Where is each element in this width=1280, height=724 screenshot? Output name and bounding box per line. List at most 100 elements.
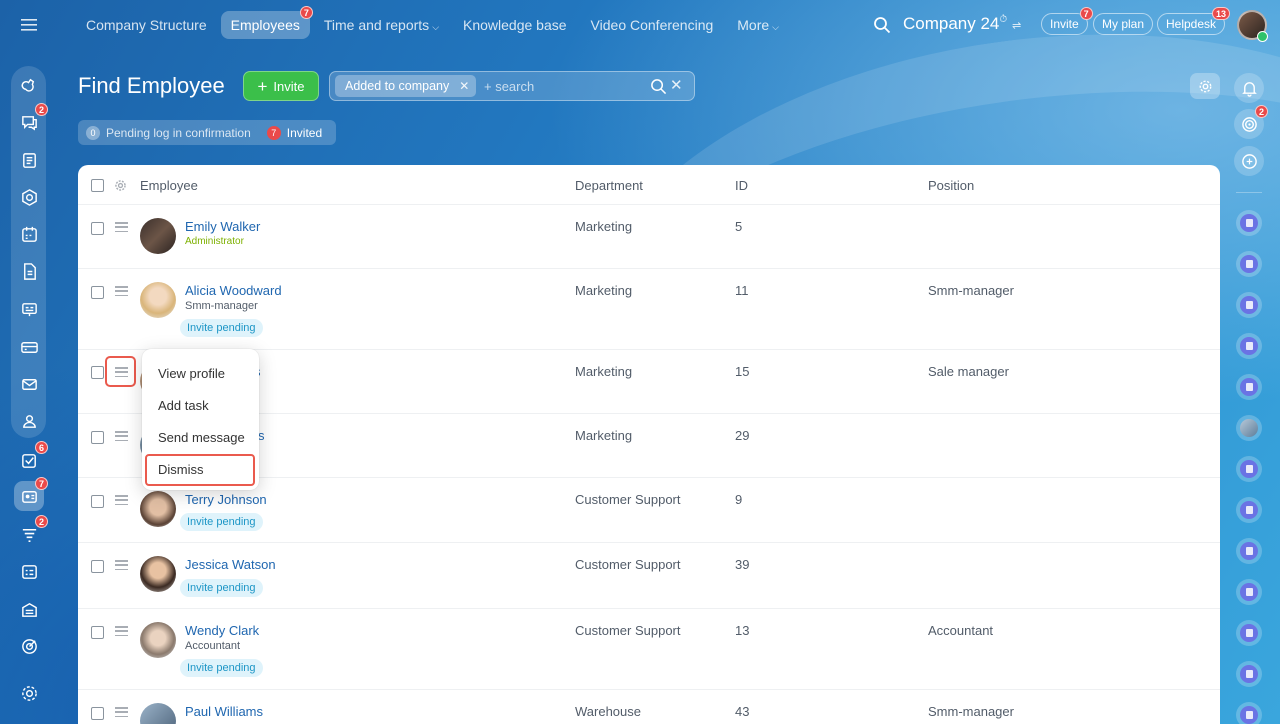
nav-company-structure[interactable]: Company Structure <box>86 17 207 33</box>
chat-icon[interactable] <box>1236 579 1262 605</box>
employee-name-link[interactable]: Terry Johnson <box>185 492 267 507</box>
chat-icon[interactable] <box>1236 661 1262 687</box>
column-header-employee[interactable]: Employee <box>140 178 198 193</box>
row-checkbox[interactable] <box>91 707 104 720</box>
column-header-department[interactable]: Department <box>575 178 643 193</box>
news-icon[interactable] <box>14 145 44 175</box>
avatar[interactable] <box>140 703 176 724</box>
table-row[interactable]: Emily Walker Administrator Marketing 5 <box>78 205 1220 269</box>
tasks-icon[interactable]: 6 <box>14 441 48 475</box>
table-row[interactable]: Wendy Clark Accountant Invite pending Cu… <box>78 609 1220 690</box>
chat-icon[interactable] <box>1236 292 1262 318</box>
store-icon[interactable] <box>14 594 44 624</box>
row-menu-icon[interactable] <box>115 222 128 232</box>
menu-item-dismiss[interactable]: Dismiss <box>158 462 204 477</box>
company-name[interactable]: Company 24⏱ ⇌ <box>903 14 1021 34</box>
chats-icon[interactable]: 2 <box>14 103 48 137</box>
search-icon[interactable] <box>873 16 891 34</box>
row-menu-icon[interactable] <box>115 626 128 636</box>
user-avatar[interactable] <box>1237 10 1267 40</box>
nav-knowledge-base[interactable]: Knowledge base <box>463 17 567 33</box>
invite-button[interactable]: + Invite <box>243 71 319 101</box>
table-row[interactable]: Alicia Woodward Smm-manager Invite pendi… <box>78 269 1220 350</box>
avatar[interactable] <box>140 218 176 254</box>
avatar[interactable] <box>140 556 176 592</box>
row-checkbox[interactable] <box>91 286 104 299</box>
pending-filter-link[interactable]: Pending log in confirmation <box>106 125 251 140</box>
employee-name-link[interactable]: Wendy Clark <box>185 623 260 638</box>
mail-icon[interactable] <box>14 369 44 399</box>
row-menu-icon[interactable] <box>115 367 128 377</box>
remove-filter-icon[interactable]: ✕ <box>459 79 470 93</box>
chat-icon[interactable] <box>1236 620 1262 646</box>
invite-top-button[interactable]: Invite 7 <box>1041 7 1093 35</box>
avatar[interactable] <box>140 491 176 527</box>
menu-item-send-message[interactable]: Send message <box>158 430 245 445</box>
row-menu-icon[interactable] <box>115 431 128 441</box>
employee-name-link[interactable]: Paul Williams <box>185 704 264 719</box>
row-checkbox[interactable] <box>91 431 104 444</box>
row-menu-icon[interactable] <box>115 286 128 296</box>
helpdesk-button[interactable]: Helpdesk 13 <box>1157 7 1231 35</box>
nav-employees[interactable]: Employees 7 <box>220 6 313 39</box>
table-row[interactable]: Paul Williams Warehouse 43 Smm-manager <box>78 690 1220 724</box>
row-checkbox[interactable] <box>91 495 104 508</box>
column-settings-gear-icon[interactable] <box>114 179 127 192</box>
search-input[interactable] <box>484 76 634 96</box>
team-icon[interactable] <box>14 406 44 436</box>
employee-name-link[interactable]: Jessica Watson <box>185 557 276 572</box>
row-menu-icon[interactable] <box>115 560 128 570</box>
nav-time-and-reports[interactable]: Time and reports ⌵ <box>323 17 440 33</box>
chat-icon[interactable] <box>1236 374 1262 400</box>
notifications-bell-icon[interactable] <box>1234 73 1264 103</box>
menu-item-view-profile[interactable]: View profile <box>158 366 225 381</box>
employees-icon[interactable]: 7 <box>14 477 48 511</box>
document-icon[interactable] <box>14 256 44 286</box>
chat-icon[interactable] <box>1236 702 1262 724</box>
menu-item-add-task[interactable]: Add task <box>158 398 209 413</box>
avatar[interactable] <box>140 622 176 658</box>
hamburger-menu-icon[interactable] <box>12 8 46 42</box>
row-menu-icon[interactable] <box>115 495 128 505</box>
chat-icon[interactable] <box>1236 251 1262 277</box>
chat-icon[interactable] <box>1236 497 1262 523</box>
filter-tag[interactable]: Added to company ✕ <box>335 75 477 97</box>
filter-search-box[interactable]: Added to company ✕ ✕ <box>329 71 695 101</box>
avatar[interactable] <box>140 282 176 318</box>
select-all-checkbox[interactable] <box>91 179 104 192</box>
row-menu-icon[interactable] <box>115 707 128 717</box>
row-checkbox[interactable] <box>91 366 104 379</box>
chat-icon[interactable] <box>1236 210 1262 236</box>
column-header-id[interactable]: ID <box>735 178 748 193</box>
chat-avatar[interactable] <box>1236 415 1262 441</box>
target-icon[interactable] <box>14 631 44 661</box>
chat-icon[interactable] <box>1236 538 1262 564</box>
feed-icon[interactable] <box>14 69 44 99</box>
row-checkbox[interactable] <box>91 560 104 573</box>
invited-filter-link[interactable]: Invited <box>286 125 323 140</box>
chat-search-icon[interactable] <box>1234 146 1264 176</box>
employee-name-link[interactable]: s <box>258 428 265 443</box>
list-settings-button[interactable] <box>1190 73 1220 99</box>
nav-more[interactable]: More ⌵ <box>737 17 779 33</box>
table-row[interactable]: Jessica Watson Invite pending Customer S… <box>78 543 1220 609</box>
planner-icon[interactable] <box>14 556 44 586</box>
card-icon[interactable] <box>14 332 44 362</box>
column-header-position[interactable]: Position <box>928 178 975 193</box>
nav-video-conferencing[interactable]: Video Conferencing <box>590 17 714 33</box>
activity-icon[interactable]: 2 <box>1234 105 1268 139</box>
calendar-icon[interactable] <box>14 219 44 249</box>
my-plan-button[interactable]: My plan <box>1093 13 1154 35</box>
employee-name-link[interactable]: Alicia Woodward <box>185 283 282 298</box>
chat-icon[interactable] <box>1236 456 1262 482</box>
employee-name-link[interactable]: Emily Walker <box>185 219 261 234</box>
search-icon[interactable] <box>650 78 667 95</box>
table-row[interactable]: Terry Johnson Invite pending Customer Su… <box>78 478 1220 543</box>
row-checkbox[interactable] <box>91 626 104 639</box>
clear-search-icon[interactable]: ✕ <box>670 77 683 94</box>
hexagon-icon[interactable] <box>14 182 44 212</box>
row-checkbox[interactable] <box>91 222 104 235</box>
crm-funnel-icon[interactable]: 2 <box>14 515 48 549</box>
chat-icon[interactable] <box>1236 333 1262 359</box>
board-icon[interactable] <box>14 294 44 324</box>
